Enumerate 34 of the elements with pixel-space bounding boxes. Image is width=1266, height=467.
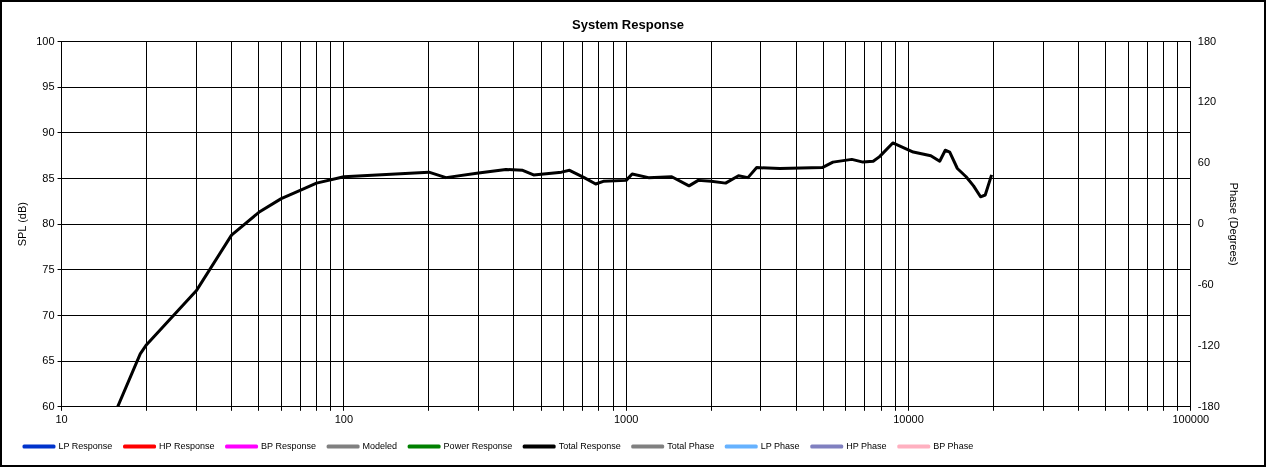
y2-tick-label: 180 bbox=[1197, 34, 1217, 47]
y-tick-label: 80 bbox=[42, 217, 55, 230]
y-tick-label: 85 bbox=[42, 171, 55, 184]
y2-axis-title: Phase (Degrees) bbox=[1228, 182, 1241, 266]
legend-label: LP Phase bbox=[760, 440, 800, 451]
y-tick-label: 100 bbox=[36, 34, 55, 47]
x-tick-label: 100 bbox=[334, 413, 354, 426]
y-axis-title: SPL (dB) bbox=[15, 202, 28, 247]
y2-tick-label: 120 bbox=[1197, 95, 1217, 108]
y2-tick-label: 60 bbox=[1197, 156, 1211, 169]
x-tick-label: 100000 bbox=[1172, 413, 1210, 426]
y2-tick-label: -180 bbox=[1197, 399, 1220, 412]
y-tick-label: 65 bbox=[42, 354, 55, 367]
y-tick-label: 70 bbox=[42, 308, 55, 321]
y-tick-label: 90 bbox=[42, 125, 55, 138]
x-tick-label: 10000 bbox=[893, 413, 924, 426]
legend-label: Total Response bbox=[558, 440, 621, 451]
legend-label: HP Phase bbox=[846, 440, 887, 451]
legend-label: BP Response bbox=[261, 440, 316, 451]
y-tick-label: 75 bbox=[42, 262, 55, 275]
x-tick-label: 10 bbox=[55, 413, 68, 426]
y2-tick-label: -120 bbox=[1197, 338, 1220, 351]
y2-tick-label: 0 bbox=[1197, 217, 1204, 230]
legend-label: LP Response bbox=[58, 440, 113, 451]
y-tick-label: 95 bbox=[42, 80, 55, 93]
legend-label: Power Response bbox=[443, 440, 513, 451]
y2-tick-label: -60 bbox=[1197, 278, 1214, 291]
legend-label: Modeled bbox=[362, 440, 398, 451]
legend-label: Total Phase bbox=[667, 440, 715, 451]
chart-title: System Response bbox=[572, 17, 684, 33]
legend-label: HP Response bbox=[159, 440, 215, 451]
legend-label: BP Phase bbox=[933, 440, 974, 451]
y-tick-label: 60 bbox=[42, 399, 55, 412]
x-tick-label: 1000 bbox=[613, 413, 639, 426]
